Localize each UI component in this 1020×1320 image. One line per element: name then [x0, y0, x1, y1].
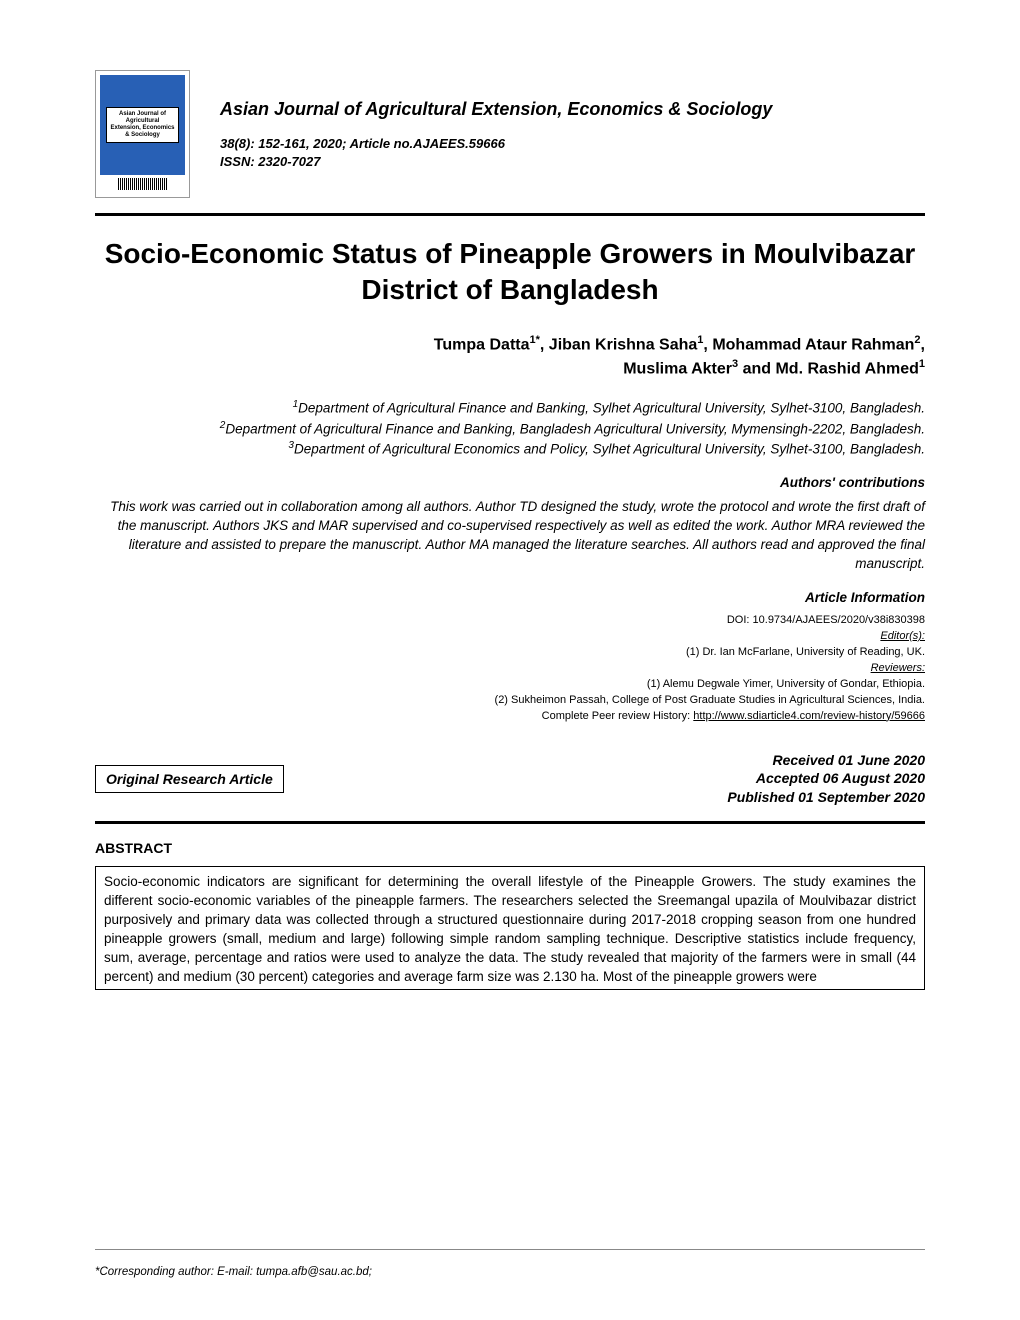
abstract-box: Socio-economic indicators are significan…	[95, 866, 925, 989]
history-link[interactable]: http://www.sdiarticle4.com/review-histor…	[693, 710, 925, 722]
date-accepted: Accepted 06 August 2020	[756, 770, 925, 786]
history-prefix: Complete Peer review History:	[542, 710, 694, 722]
author-5-sup: 1	[919, 358, 925, 370]
dates-block: Received 01 June 2020 Accepted 06 August…	[727, 751, 925, 808]
author-3-tail: ,	[921, 336, 925, 353]
affiliations-block: 1Department of Agricultural Finance and …	[95, 398, 925, 459]
aff3: Department of Agricultural Economics and…	[294, 442, 925, 457]
footer-divider	[95, 1249, 925, 1250]
cover-inner: Asian Journal of Agricultural Extension,…	[100, 75, 185, 175]
cover-title: Asian Journal of Agricultural Extension,…	[106, 107, 179, 144]
editors-label: Editor(s):	[880, 630, 925, 642]
aff1: Department of Agricultural Finance and B…	[298, 401, 925, 416]
authors-block: Tumpa Datta1*, Jiban Krishna Saha 1 , Moha…	[95, 333, 925, 380]
type-dates-row: Original Research Article Received 01 Ju…	[95, 751, 925, 808]
header-divider	[95, 213, 925, 216]
contributions-heading: Authors' contributions	[95, 475, 925, 490]
contributions-text: This work was carried out in collaborati…	[95, 498, 925, 574]
date-received: Received 01 June 2020	[772, 752, 925, 768]
reviewer-1: (1) Alemu Degwale Yimer, University of G…	[647, 678, 925, 690]
corresponding-author: *Corresponding author: E-mail: tumpa.afb…	[95, 1266, 372, 1278]
aff2: Department of Agricultural Finance and B…	[225, 421, 925, 436]
citation-line: 38(8): 152-161, 2020; Article no.AJAEES.…	[220, 135, 925, 170]
author-2: , Jiban Krishna Saha	[540, 336, 697, 353]
journal-info: Asian Journal of Agricultural Extension,…	[220, 98, 925, 170]
date-published: Published 01 September 2020	[727, 789, 925, 805]
citation-issue: 38(8): 152-161, 2020; Article no.AJAEES.…	[220, 136, 505, 151]
abstract-heading: ABSTRACT	[95, 840, 925, 856]
reviewers-label: Reviewers:	[871, 662, 925, 674]
author-3: , Mohammad Ataur Rahman	[703, 336, 914, 353]
article-title: Socio-Economic Status of Pineapple Growe…	[95, 236, 925, 309]
article-info-block: DOI: 10.9734/AJAEES/2020/v38i830398 Edit…	[95, 613, 925, 725]
doi: DOI: 10.9734/AJAEES/2020/v38i830398	[727, 614, 925, 626]
journal-cover-thumbnail: Asian Journal of Agricultural Extension,…	[95, 70, 190, 198]
abstract-divider	[95, 821, 925, 824]
abstract-text: Socio-economic indicators are significan…	[104, 874, 916, 983]
article-type-box: Original Research Article	[95, 765, 284, 793]
citation-issn: ISSN: 2320-7027	[220, 154, 320, 169]
reviewer-2: (2) Sukheimon Passah, College of Post Gr…	[495, 694, 925, 706]
author-1-sup: 1*	[530, 334, 540, 346]
journal-name: Asian Journal of Agricultural Extension,…	[220, 98, 925, 121]
author-4: Muslima Akter	[623, 360, 732, 377]
author-5: and Md. Rashid Ahmed	[738, 360, 919, 377]
editor-1: (1) Dr. Ian McFarlane, University of Rea…	[686, 646, 925, 658]
author-1: Tumpa Datta	[434, 336, 530, 353]
barcode-icon	[118, 178, 168, 190]
header-row: Asian Journal of Agricultural Extension,…	[95, 70, 925, 198]
article-info-heading: Article Information	[95, 590, 925, 605]
